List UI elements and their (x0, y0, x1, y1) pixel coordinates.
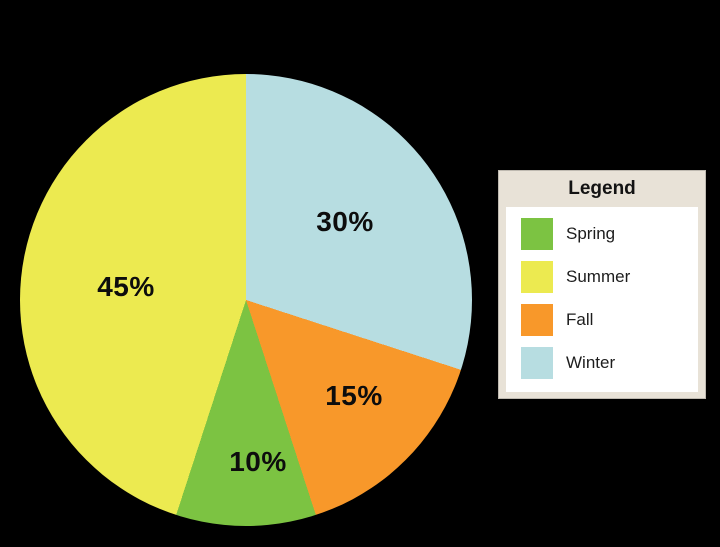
legend-title: Legend (568, 178, 636, 199)
legend-body: Spring Summer Fall Winter (506, 207, 698, 392)
legend-item-spring: Spring (521, 218, 698, 250)
pie-data-label-spring: 10% (229, 446, 287, 477)
legend-swatch-spring (521, 218, 553, 250)
legend-label-spring: Spring (566, 224, 616, 243)
pie-data-label-fall: 15% (325, 380, 383, 411)
pie-data-label-winter: 30% (316, 206, 374, 237)
legend-label-winter: Winter (566, 353, 616, 372)
legend-panel: Legend Spring Summer Fall Winter (498, 170, 706, 399)
legend-item-fall: Fall (521, 304, 698, 336)
legend-item-summer: Summer (521, 261, 698, 293)
legend-label-fall: Fall (566, 310, 594, 329)
pie-data-label-summer: 45% (97, 271, 155, 302)
legend-item-winter: Winter (521, 347, 698, 379)
pie-chart (20, 74, 472, 526)
legend-label-summer: Summer (566, 267, 631, 286)
legend-swatch-winter (521, 347, 553, 379)
legend-swatch-fall (521, 304, 553, 336)
legend-swatch-summer (521, 261, 553, 293)
